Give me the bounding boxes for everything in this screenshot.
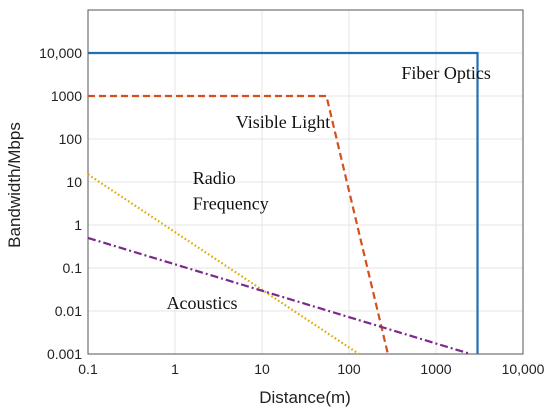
y-tick-label: 0.1 (63, 260, 83, 276)
y-axis-ticks: 0.001 0.01 0.1 1 10 100 1000 10,000 (39, 45, 82, 362)
annotation-fiber-optics: Fiber Optics (401, 63, 491, 83)
x-axis-ticks: 0.1 1 10 100 1000 10,000 (78, 361, 544, 377)
x-tick-label: 10 (254, 361, 270, 377)
y-tick-label: 0.01 (55, 303, 82, 319)
series-group (87, 51, 479, 356)
x-tick-label: 1000 (420, 361, 451, 377)
x-tick-label: 1 (171, 361, 179, 377)
annotation-radio: Radio (193, 168, 236, 188)
annotation-acoustics: Acoustics (167, 293, 238, 313)
y-tick-label: 10 (66, 174, 82, 190)
x-axis-title: Distance(m) (259, 388, 351, 407)
series-line-fiber-optics (88, 51, 479, 354)
y-tick-label: 1 (74, 217, 82, 233)
grid (87, 9, 524, 355)
plot-area-border (87, 9, 524, 355)
annotations: Fiber Optics Visible Light Radio Frequency A… (167, 63, 491, 313)
x-tick-label: 100 (337, 361, 361, 377)
y-tick-label: 0.001 (47, 346, 82, 362)
plot-frame (87, 9, 524, 355)
x-tick-label: 0.1 (78, 361, 98, 377)
annotation-frequency: Frequency (193, 193, 269, 213)
y-tick-label: 100 (59, 131, 83, 147)
y-tick-label: 1000 (51, 88, 82, 104)
y-tick-label: 10,000 (39, 45, 82, 61)
series-line-visible-light (88, 94, 389, 355)
annotation-visible-light: Visible Light (236, 112, 330, 132)
series-line-acoustics (87, 236, 471, 356)
y-axis-title: Bandwidth/Mbps (5, 122, 24, 248)
x-tick-label: 10,000 (502, 361, 545, 377)
